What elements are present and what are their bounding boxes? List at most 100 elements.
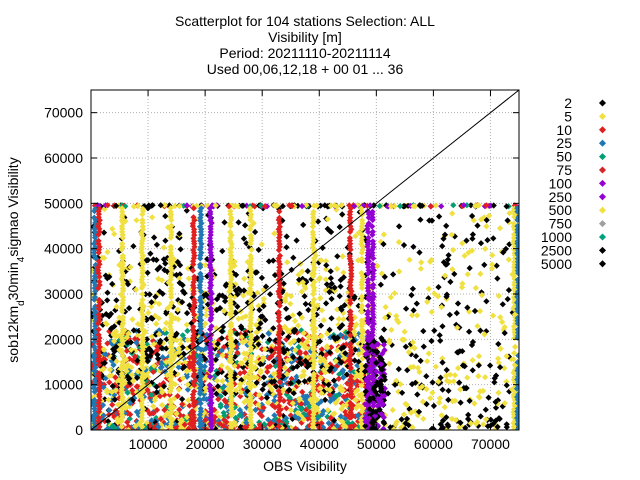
data-point bbox=[271, 378, 278, 385]
data-point bbox=[248, 246, 255, 253]
data-point bbox=[496, 225, 504, 232]
data-point bbox=[262, 283, 270, 290]
data-point bbox=[378, 366, 385, 373]
data-point bbox=[305, 426, 313, 430]
data-point bbox=[260, 302, 267, 310]
data-point bbox=[420, 415, 427, 422]
data-point bbox=[310, 414, 317, 422]
data-point bbox=[410, 307, 417, 314]
data-point bbox=[298, 288, 306, 295]
data-point bbox=[145, 309, 152, 316]
data-point bbox=[466, 264, 473, 272]
data-point bbox=[430, 402, 438, 410]
data-point bbox=[258, 274, 266, 282]
data-point bbox=[504, 295, 511, 303]
data-point bbox=[483, 298, 490, 305]
data-point bbox=[150, 234, 158, 241]
data-point bbox=[341, 355, 348, 362]
data-point bbox=[428, 308, 435, 316]
data-point bbox=[150, 403, 157, 410]
data-point bbox=[417, 265, 425, 272]
legend-marker bbox=[598, 206, 607, 214]
data-point bbox=[346, 252, 353, 260]
data-point bbox=[327, 414, 334, 422]
data-point bbox=[118, 217, 126, 224]
data-point bbox=[497, 314, 504, 321]
data-point bbox=[439, 386, 446, 393]
data-point bbox=[351, 331, 358, 338]
data-point bbox=[484, 236, 491, 244]
data-point bbox=[285, 333, 292, 340]
data-point bbox=[257, 360, 264, 368]
data-point bbox=[296, 395, 303, 403]
data-point bbox=[437, 337, 444, 344]
data-point bbox=[275, 317, 282, 325]
data-point bbox=[311, 278, 318, 286]
data-point bbox=[322, 276, 329, 283]
data-point bbox=[373, 349, 381, 356]
data-point bbox=[328, 315, 335, 322]
title-line-3: Period: 20211110-20211114 bbox=[219, 45, 390, 61]
data-point bbox=[439, 424, 447, 430]
data-point bbox=[218, 362, 225, 369]
data-point bbox=[118, 205, 126, 212]
data-point bbox=[397, 381, 404, 388]
legend-marker bbox=[598, 99, 607, 107]
data-point bbox=[109, 401, 116, 408]
legend-label: 5000 bbox=[541, 256, 572, 272]
data-point bbox=[325, 419, 332, 427]
data-point bbox=[340, 374, 347, 381]
data-point bbox=[266, 421, 273, 428]
data-point bbox=[365, 276, 372, 283]
legend-label: 750 bbox=[549, 216, 573, 232]
data-point bbox=[270, 257, 277, 264]
data-point bbox=[331, 284, 338, 291]
data-point bbox=[301, 344, 309, 351]
data-point bbox=[378, 356, 385, 363]
data-point bbox=[310, 305, 318, 313]
data-point bbox=[283, 405, 290, 412]
data-point bbox=[403, 401, 410, 408]
data-point bbox=[264, 368, 271, 376]
data-point bbox=[475, 362, 482, 369]
data-point bbox=[326, 288, 333, 296]
x-tick-label: 20000 bbox=[186, 436, 225, 452]
data-point bbox=[282, 305, 290, 312]
data-point bbox=[271, 230, 278, 237]
data-point bbox=[498, 318, 506, 326]
data-point bbox=[271, 412, 278, 419]
data-point bbox=[125, 304, 133, 312]
data-point bbox=[493, 262, 500, 269]
data-point bbox=[96, 205, 103, 212]
data-point bbox=[340, 269, 347, 276]
data-point bbox=[400, 241, 408, 249]
data-point bbox=[497, 345, 504, 352]
data-point bbox=[463, 237, 470, 244]
data-point bbox=[104, 248, 111, 256]
data-point bbox=[286, 386, 293, 394]
data-point bbox=[474, 322, 481, 330]
data-point bbox=[340, 274, 347, 281]
data-point bbox=[358, 293, 365, 300]
data-point bbox=[412, 379, 419, 386]
data-point bbox=[260, 354, 267, 362]
data-point bbox=[454, 324, 461, 331]
data-point bbox=[91, 214, 98, 221]
data-point bbox=[471, 400, 478, 407]
data-point bbox=[396, 202, 404, 210]
data-point bbox=[501, 400, 508, 407]
data-point bbox=[207, 314, 215, 322]
data-point bbox=[358, 269, 365, 277]
data-point bbox=[206, 385, 214, 392]
data-point bbox=[287, 292, 295, 300]
data-point bbox=[462, 385, 469, 392]
data-point bbox=[388, 326, 395, 334]
data-point bbox=[257, 369, 264, 376]
data-point bbox=[489, 252, 496, 259]
data-point bbox=[129, 316, 136, 323]
data-point bbox=[286, 394, 293, 401]
data-point bbox=[480, 421, 487, 428]
data-point bbox=[231, 258, 238, 265]
data-point bbox=[300, 416, 307, 423]
